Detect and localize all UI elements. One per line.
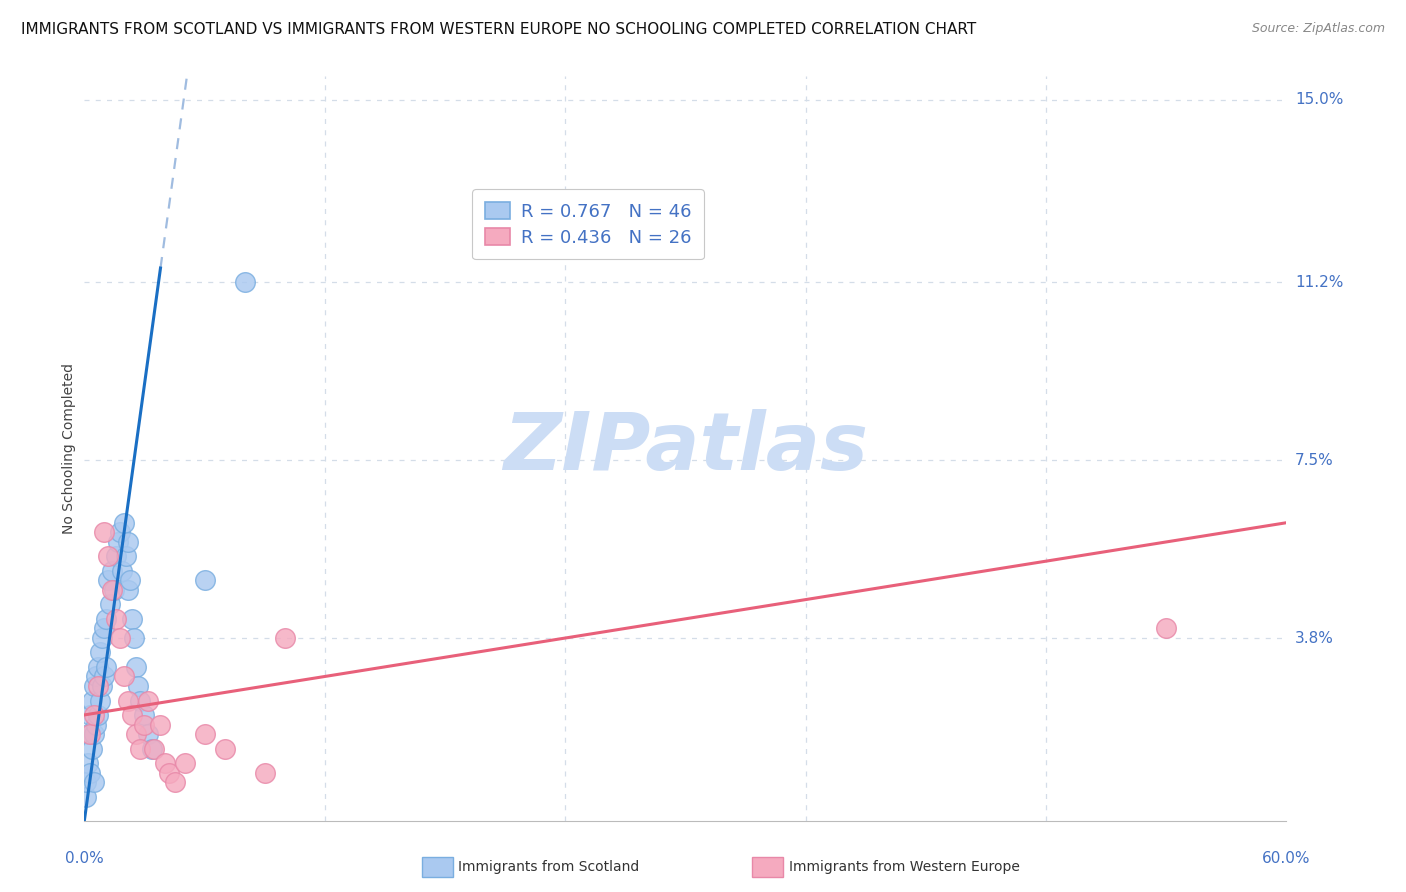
- Point: [89, 645, 111, 659]
- Point: [233, 276, 256, 290]
- Point: [105, 612, 128, 626]
- Point: [83, 727, 105, 741]
- Point: [93, 525, 115, 540]
- Point: [87, 679, 110, 693]
- Point: [117, 535, 139, 549]
- Point: [134, 707, 156, 722]
- Point: [79, 727, 101, 741]
- Point: [91, 679, 114, 693]
- Point: [83, 775, 105, 789]
- Point: [101, 564, 124, 578]
- Point: [82, 693, 104, 707]
- Text: 11.2%: 11.2%: [1295, 275, 1343, 290]
- Point: [115, 549, 138, 564]
- Point: [105, 549, 128, 564]
- Text: ZIPatlas: ZIPatlas: [503, 409, 868, 487]
- Text: 0.0%: 0.0%: [65, 851, 104, 866]
- Point: [138, 693, 160, 707]
- Point: [125, 727, 148, 741]
- Point: [134, 717, 156, 731]
- Point: [117, 693, 139, 707]
- Point: [83, 707, 105, 722]
- Point: [149, 717, 172, 731]
- Point: [87, 660, 110, 674]
- Text: 15.0%: 15.0%: [1295, 93, 1343, 107]
- Point: [1156, 622, 1178, 636]
- Point: [214, 741, 236, 756]
- Point: [110, 631, 132, 645]
- Point: [93, 622, 115, 636]
- Point: [89, 693, 111, 707]
- Point: [141, 741, 163, 756]
- Point: [194, 727, 217, 741]
- Point: [253, 765, 276, 780]
- Point: [107, 535, 129, 549]
- Point: [87, 707, 110, 722]
- Point: [91, 631, 114, 645]
- Point: [110, 525, 132, 540]
- Point: [120, 574, 142, 588]
- Point: [117, 582, 139, 597]
- Point: [77, 756, 100, 770]
- Point: [83, 679, 105, 693]
- Text: 3.8%: 3.8%: [1295, 631, 1334, 646]
- Point: [75, 775, 97, 789]
- Point: [97, 549, 120, 564]
- Point: [97, 574, 120, 588]
- Point: [75, 789, 97, 804]
- Legend: R = 0.767   N = 46, R = 0.436   N = 26: R = 0.767 N = 46, R = 0.436 N = 26: [472, 189, 704, 260]
- Point: [93, 669, 115, 683]
- Point: [121, 707, 143, 722]
- Point: [163, 775, 186, 789]
- Point: [86, 717, 108, 731]
- Point: [138, 727, 160, 741]
- Point: [274, 631, 297, 645]
- Point: [121, 612, 143, 626]
- Point: [153, 756, 176, 770]
- Point: [194, 574, 217, 588]
- Point: [96, 612, 118, 626]
- Text: 7.5%: 7.5%: [1295, 453, 1333, 467]
- Point: [173, 756, 195, 770]
- Point: [143, 741, 166, 756]
- Point: [77, 727, 100, 741]
- Point: [129, 741, 152, 756]
- Point: [114, 516, 135, 530]
- Point: [124, 631, 146, 645]
- Point: [79, 707, 101, 722]
- Point: [79, 765, 101, 780]
- Point: [125, 660, 148, 674]
- Point: [114, 669, 135, 683]
- Text: IMMIGRANTS FROM SCOTLAND VS IMMIGRANTS FROM WESTERN EUROPE NO SCHOOLING COMPLETE: IMMIGRANTS FROM SCOTLAND VS IMMIGRANTS F…: [21, 22, 976, 37]
- Point: [82, 741, 104, 756]
- Point: [103, 582, 125, 597]
- Point: [111, 564, 134, 578]
- Point: [101, 582, 124, 597]
- Text: Immigrants from Scotland: Immigrants from Scotland: [458, 860, 640, 874]
- Point: [129, 693, 152, 707]
- Text: Immigrants from Western Europe: Immigrants from Western Europe: [789, 860, 1019, 874]
- Point: [100, 598, 122, 612]
- Point: [96, 660, 118, 674]
- Text: Source: ZipAtlas.com: Source: ZipAtlas.com: [1251, 22, 1385, 36]
- Text: 60.0%: 60.0%: [1263, 851, 1310, 866]
- Y-axis label: No Schooling Completed: No Schooling Completed: [62, 363, 76, 533]
- Point: [127, 679, 149, 693]
- Point: [86, 669, 108, 683]
- Point: [157, 765, 180, 780]
